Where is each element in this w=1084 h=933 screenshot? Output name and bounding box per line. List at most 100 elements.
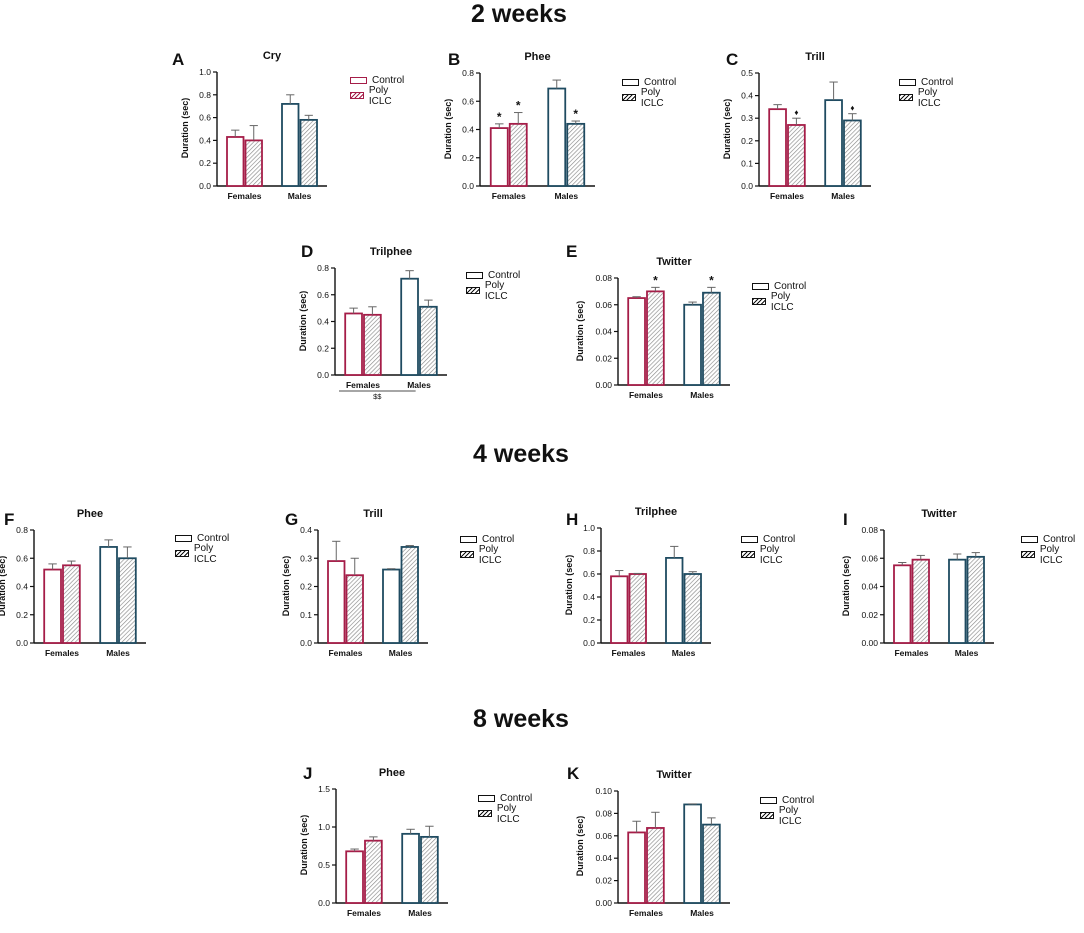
- significance-marker: *: [497, 110, 502, 124]
- y-tick-label: 0.2: [583, 615, 595, 625]
- y-tick-label: 0.0: [318, 898, 330, 908]
- bar-chart-d: 0.0 0.2 0.4 0.6 0.8 Females Males $$: [317, 263, 447, 401]
- y-tick-label: 0.04: [595, 853, 612, 863]
- legend-swatch: [175, 550, 189, 557]
- y-tick-label: 0.02: [595, 876, 612, 886]
- legend-swatch: [741, 536, 758, 543]
- legend-item-control: Control: [350, 73, 404, 88]
- legend-swatch: [466, 272, 483, 279]
- legend: Control Poly ICLC: [899, 75, 954, 109]
- legend-item-poly: Poly ICLC: [175, 543, 229, 565]
- y-tick-label: 0.10: [595, 786, 612, 796]
- y-tick-label: 0.4: [16, 582, 28, 592]
- bar-females-control: [345, 850, 364, 904]
- y-tick-label: 0.2: [199, 158, 211, 168]
- legend-swatch: [350, 77, 367, 84]
- y-tick-label: 0.08: [595, 808, 612, 818]
- legend-item-poly: Poly ICLC: [741, 544, 795, 566]
- legend-label: Poly ICLC: [770, 290, 794, 313]
- panel-letter: K: [567, 764, 580, 783]
- bar-males-poly-iclc: [118, 557, 137, 644]
- x-category-label: Males: [106, 648, 130, 658]
- chart-title: Phee: [524, 51, 551, 63]
- x-category-label: Males: [407, 380, 431, 390]
- bar-chart-c: 0.0 0.1 0.2 0.3 0.4 0.5 ♦ Females ♦ Males: [741, 68, 871, 201]
- bar-females-control: [893, 564, 912, 644]
- y-tick-label: 0.0: [300, 638, 312, 648]
- chart-title: Trill: [805, 51, 825, 63]
- legend-swatch: [899, 94, 913, 101]
- y-tick-label: 0.4: [741, 91, 753, 101]
- legend-label: Control: [921, 77, 954, 88]
- chart-title: Phee: [76, 508, 104, 520]
- x-category-label: Males: [672, 648, 696, 658]
- y-tick-label: 0.06: [595, 300, 612, 310]
- y-tick-label: 0.8: [317, 263, 329, 273]
- legend-swatch: [899, 79, 916, 86]
- legend-item-control: Control: [175, 531, 229, 546]
- legend-item-control: Control: [760, 793, 814, 808]
- x-category-label: Females: [347, 908, 381, 918]
- legend-label: Control: [372, 75, 405, 86]
- legend: Control Poly ICLC: [175, 531, 229, 565]
- bar-females-poly-iclc: [508, 122, 528, 187]
- legend-label: Control: [500, 793, 533, 804]
- y-tick-label: 0.4: [583, 592, 595, 602]
- bar-chart-h: 0.0 0.2 0.4 0.6 0.8 1.0 Females Males: [583, 523, 711, 658]
- legend-item-control: Control: [752, 279, 806, 294]
- chart-title: Phee: [378, 767, 406, 779]
- x-category-label: Females: [227, 191, 261, 201]
- y-tick-label: 0.0: [317, 370, 329, 380]
- legend-label: Control: [197, 533, 230, 544]
- bar-females-poly-iclc: [363, 313, 382, 376]
- chart-title: Trill: [363, 508, 383, 520]
- y-tick-label: 1.0: [318, 822, 330, 832]
- legend-item-control: Control: [622, 75, 676, 90]
- y-tick-label: 0.8: [16, 525, 28, 535]
- section-title-2-weeks: 2 weeks: [471, 0, 567, 28]
- significance-marker: *: [653, 273, 658, 287]
- bar-females-control: [43, 568, 62, 644]
- bar-females-poly-iclc: [646, 827, 665, 904]
- chart-title: Twitter: [656, 256, 692, 268]
- legend-label: Poly ICLC: [778, 804, 802, 827]
- legend-item-poly: Poly ICLC: [760, 805, 814, 827]
- bar-males-poly-iclc: [702, 291, 721, 386]
- y-tick-label: 0.0: [741, 181, 753, 191]
- legend-swatch: [175, 535, 192, 542]
- y-tick-label: 0.0: [16, 638, 28, 648]
- legend-swatch: [622, 94, 636, 101]
- bar-males-control: [665, 557, 684, 644]
- bar-chart-j: 0.0 0.5 1.0 1.5 Females Males: [318, 784, 448, 918]
- y-tick-label: 0.4: [199, 135, 211, 145]
- bar-chart-e: 0.00 0.02 0.04 0.06 0.08 * Females * Males: [595, 273, 730, 400]
- legend-swatch: [752, 283, 769, 290]
- x-category-label: Males: [554, 191, 578, 201]
- legend: Control Poly ICLC: [741, 532, 795, 566]
- legend-label: Poly ICLC: [917, 86, 941, 109]
- bar-males-control: [683, 803, 702, 904]
- chart-title: Trilphee: [634, 506, 678, 518]
- y-tick-label: 0.2: [300, 582, 312, 592]
- legend-swatch: [1021, 551, 1035, 558]
- x-category-label: Males: [389, 648, 413, 658]
- y-tick-label: 0.04: [861, 582, 878, 592]
- y-tick-label: 0.6: [462, 96, 474, 106]
- legend-item-poly: Poly ICLC: [466, 280, 520, 302]
- y-tick-label: 0.06: [861, 553, 878, 563]
- x-category-label: Males: [955, 648, 979, 658]
- legend-item-control: Control: [1021, 532, 1075, 547]
- legend-item-poly: Poly ICLC: [622, 87, 676, 109]
- bar-females-poly-iclc: [646, 290, 665, 386]
- y-tick-label: 0.08: [595, 273, 612, 283]
- bar-females-poly-iclc: [787, 124, 806, 187]
- y-tick-label: 0.02: [861, 610, 878, 620]
- bar-chart-g: 0.0 0.1 0.2 0.3 0.4 Females Males: [300, 525, 428, 658]
- y-tick-label: 0.02: [595, 353, 612, 363]
- bar-males-poly-iclc: [419, 305, 438, 376]
- panel-letter: I: [843, 510, 848, 529]
- y-tick-label: 0.00: [595, 380, 612, 390]
- legend-swatch: [350, 92, 364, 99]
- y-tick-label: 0.5: [318, 860, 330, 870]
- panel-letter: A: [172, 50, 185, 69]
